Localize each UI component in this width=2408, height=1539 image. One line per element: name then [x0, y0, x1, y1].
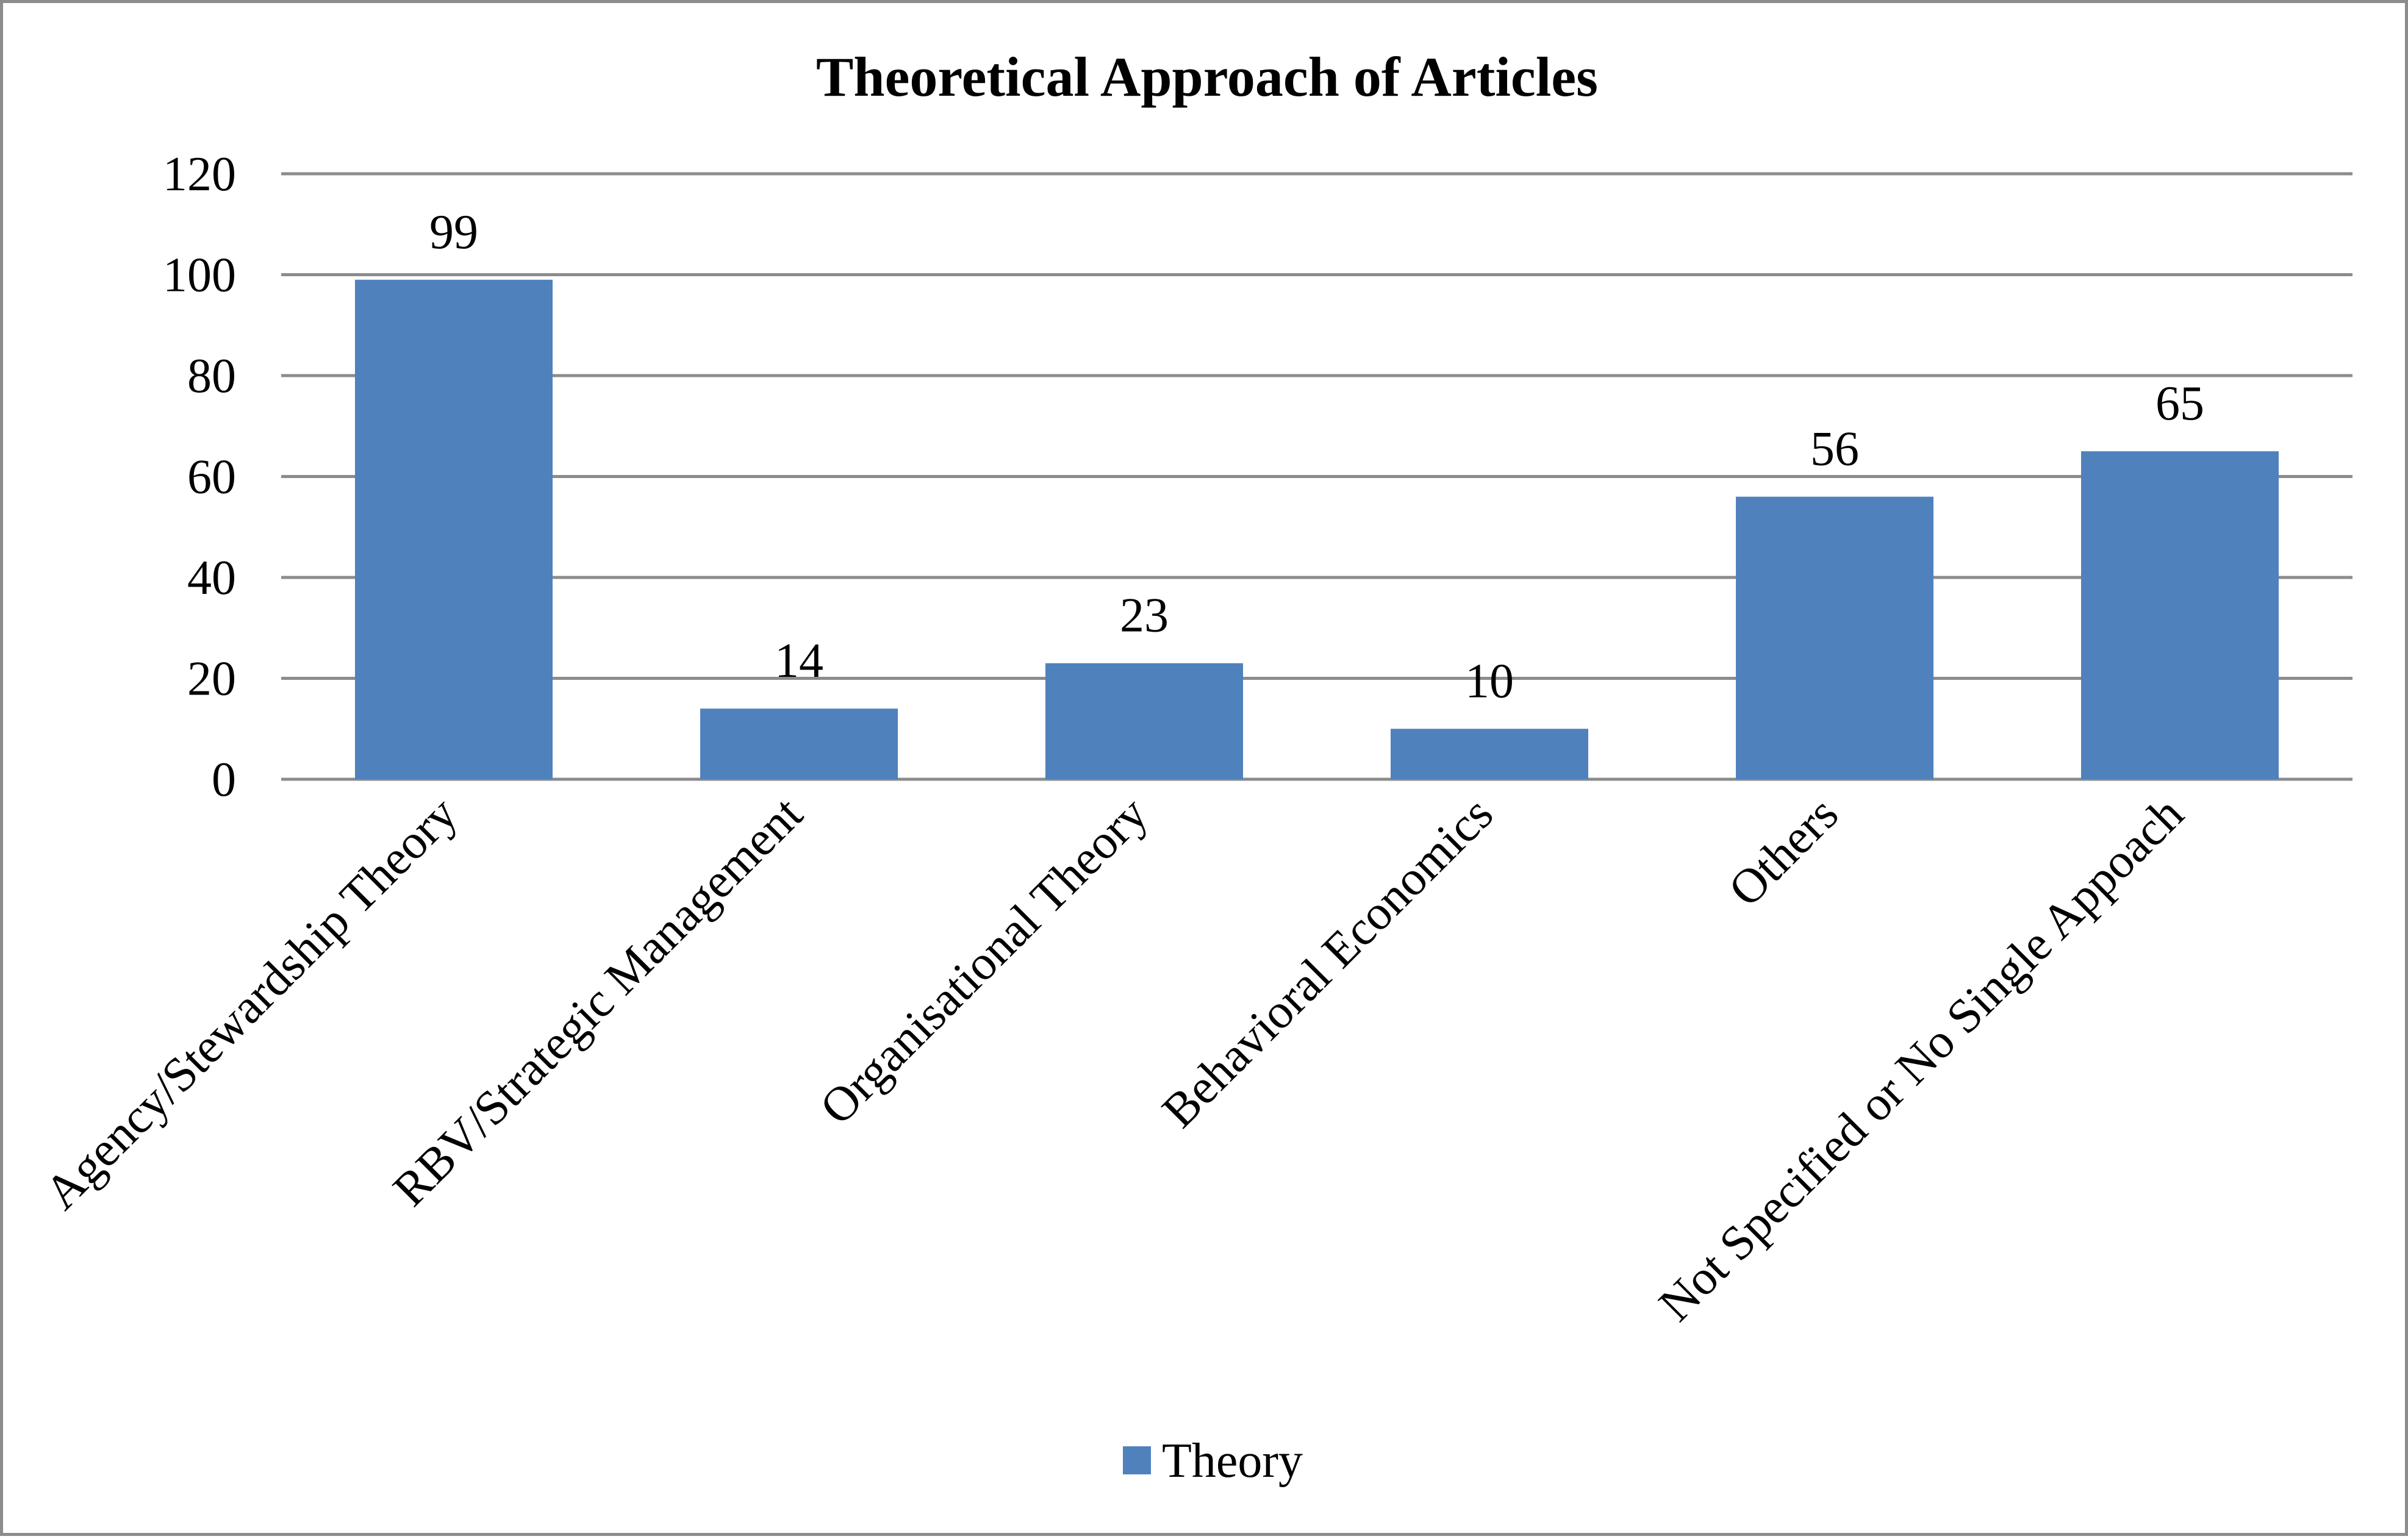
bar-2 [700, 709, 898, 779]
data-labels: 99 14 23 10 56 65 [429, 205, 2204, 708]
bar-6 [2081, 451, 2279, 779]
x-category-label: Behavioral Economics [1152, 787, 1503, 1138]
data-label: 99 [429, 205, 478, 259]
x-category-label: Others [1719, 787, 1849, 917]
y-tick-label: 40 [187, 551, 236, 605]
data-label: 23 [1120, 589, 1169, 643]
x-category-label: Organisational Theory [810, 787, 1158, 1135]
bar-chart: Theoretical Approach of Articles 0 20 40 60… [35, 46, 2352, 1488]
bar-4 [1391, 729, 1588, 779]
x-category-label: RBV/Strategic Management [383, 787, 813, 1217]
data-label: 10 [1465, 654, 1514, 708]
data-label: 65 [2155, 377, 2204, 430]
bar-3 [1045, 663, 1243, 779]
y-tick-label: 60 [187, 451, 236, 504]
bar-5 [1736, 496, 1933, 779]
bar-1 [355, 279, 553, 779]
legend: Theory [1123, 1434, 1303, 1488]
bars [355, 279, 2279, 779]
legend-swatch [1123, 1446, 1151, 1474]
y-tick-label: 20 [187, 652, 236, 706]
legend-label: Theory [1162, 1434, 1303, 1488]
y-axis-tick-labels: 0 20 40 60 80 100 120 [163, 148, 236, 807]
chart-title: Theoretical Approach of Articles [816, 46, 1598, 108]
y-tick-label: 120 [163, 148, 236, 201]
y-tick-label: 80 [187, 349, 236, 403]
y-tick-label: 0 [212, 753, 236, 807]
gridlines [281, 172, 2352, 781]
y-tick-label: 100 [163, 249, 236, 302]
data-label: 14 [775, 634, 823, 688]
x-category-label: Agency/Stewardship Theory [35, 787, 468, 1220]
data-label: 56 [1810, 423, 1859, 476]
